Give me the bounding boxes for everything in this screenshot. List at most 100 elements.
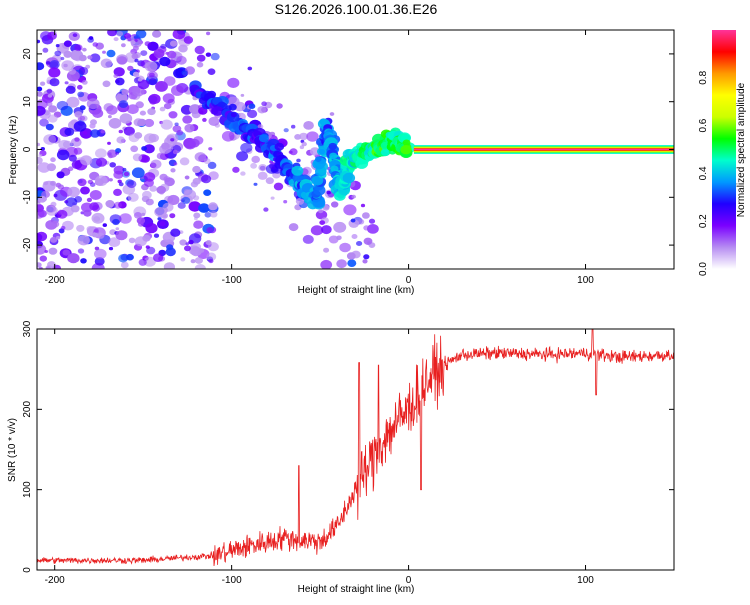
heatmap-cell: [207, 242, 219, 252]
colorbar-label: Normalized spectral amplitude: [736, 82, 747, 217]
heatmap-cell: [190, 259, 196, 264]
heatmap-cell: [347, 259, 357, 268]
heatmap-cell: [74, 137, 80, 142]
heatmap-cell: [64, 127, 75, 136]
heatmap-cell: [201, 174, 212, 184]
heatmap-cell: [181, 196, 191, 204]
y-tick-label: 0: [22, 146, 33, 152]
heatmap-cell: [56, 149, 70, 161]
heatmap-cell: [118, 182, 124, 187]
heatmap-cell: [73, 147, 83, 155]
heatmap-cell: [55, 182, 62, 188]
heatmap-cell: [108, 246, 114, 251]
heatmap-cell: [126, 180, 137, 189]
heatmap-cell: [127, 37, 132, 42]
heatmap-cell: [346, 252, 356, 260]
heatmap-cell: [67, 166, 74, 171]
heatmap-cell: [206, 227, 214, 233]
heatmap-cells: [37, 30, 674, 269]
heatmap-cell: [143, 256, 156, 267]
heatmap-cell: [60, 56, 65, 61]
heatmap-cell: [221, 131, 235, 142]
heatmap-cell: [79, 105, 86, 111]
heatmap-cell: [167, 50, 177, 59]
heatmap-cell: [194, 152, 207, 162]
heatmap-cell: [50, 157, 56, 163]
heatmap-cell: [144, 41, 151, 47]
heatmap-cell: [299, 132, 309, 141]
heatmap-cell: [42, 47, 49, 53]
heatmap-cell: [93, 229, 99, 233]
heatmap-cell: [48, 247, 58, 255]
heatmap-cell: [203, 189, 212, 196]
heatmap-cell: [89, 190, 102, 200]
heatmap-cell: [116, 56, 128, 65]
heatmap-cell: [86, 197, 92, 203]
heatmap-cell: [85, 64, 91, 69]
heatmap-cell: [80, 258, 87, 264]
heatmap-cell: [148, 93, 161, 105]
heatmap-cell: [119, 213, 132, 224]
heatmap-cell: [207, 161, 217, 169]
heatmap-cell: [119, 113, 133, 124]
heatmap-cell: [184, 245, 191, 252]
heatmap-cell: [183, 36, 194, 44]
heatmap-cell: [102, 223, 108, 228]
chart-title: S126.2026.100.01.36.E26: [275, 1, 438, 17]
x-tick-label: -200: [45, 275, 65, 286]
heatmap-cell: [363, 254, 370, 260]
heatmap-cell: [63, 50, 72, 58]
heatmap-cell: [331, 201, 339, 208]
heatmap-cell: [153, 233, 160, 238]
y-tick-label: 0: [22, 567, 33, 573]
heatmap-cell: [336, 235, 342, 241]
heatmap-cell: [113, 170, 124, 179]
heatmap-cell: [402, 139, 411, 146]
heatmap-cell: [170, 228, 181, 237]
x-tick-label: 100: [577, 275, 594, 286]
heatmap-cell: [89, 129, 101, 138]
heatmap-cell: [261, 101, 267, 107]
heatmap-cell: [48, 67, 61, 78]
heatmap-cell: [227, 77, 240, 88]
heatmap-cell: [60, 225, 66, 230]
heatmap-cell: [145, 223, 158, 234]
heatmap-cell: [37, 91, 43, 97]
heatmap-cell: [320, 259, 333, 269]
heatmap-cell: [203, 158, 211, 165]
heatmap-cell: [240, 93, 245, 97]
heatmap-cell: [329, 152, 338, 160]
heatmap-cell: [56, 235, 61, 240]
heatmap-cell: [40, 81, 46, 86]
heatmap-cell: [192, 165, 201, 174]
x-tick-label: 0: [406, 575, 412, 586]
bottom-x-axis: -200 -100 0 100: [45, 329, 594, 586]
colorbar: 0.0 0.2 0.4 0.6 0.8 Normalized spectral ampl…: [698, 30, 747, 276]
heatmap-cell: [230, 112, 237, 118]
heatmap-cell: [351, 234, 358, 239]
heatmap-cell: [343, 204, 357, 216]
heatmap-cell: [45, 123, 54, 131]
heatmap-cell: [67, 186, 80, 198]
heatmap-cell: [184, 175, 190, 180]
heatmap-cell: [133, 212, 142, 219]
heatmap-cell: [92, 42, 99, 47]
heatmap-cell: [86, 98, 100, 110]
heatmap-cell: [93, 216, 101, 222]
heatmap-cell: [339, 242, 351, 253]
heatmap-cell: [163, 262, 175, 269]
heatmap-cell: [380, 148, 391, 156]
heatmap-cell: [113, 37, 119, 42]
heatmap-cell: [283, 200, 288, 204]
heatmap-cell: [265, 177, 274, 185]
heatmap-cell: [139, 110, 146, 116]
heatmap-cell: [132, 153, 143, 162]
heatmap-cell: [115, 230, 128, 241]
y-tick-label: 300: [22, 320, 33, 337]
heatmap-cell: [194, 264, 206, 269]
heatmap-cell: [342, 172, 356, 184]
heatmap-cell: [37, 86, 43, 92]
heatmap-cell: [108, 118, 122, 129]
heatmap-cell: [170, 40, 178, 47]
heatmap-cell: [296, 158, 301, 163]
